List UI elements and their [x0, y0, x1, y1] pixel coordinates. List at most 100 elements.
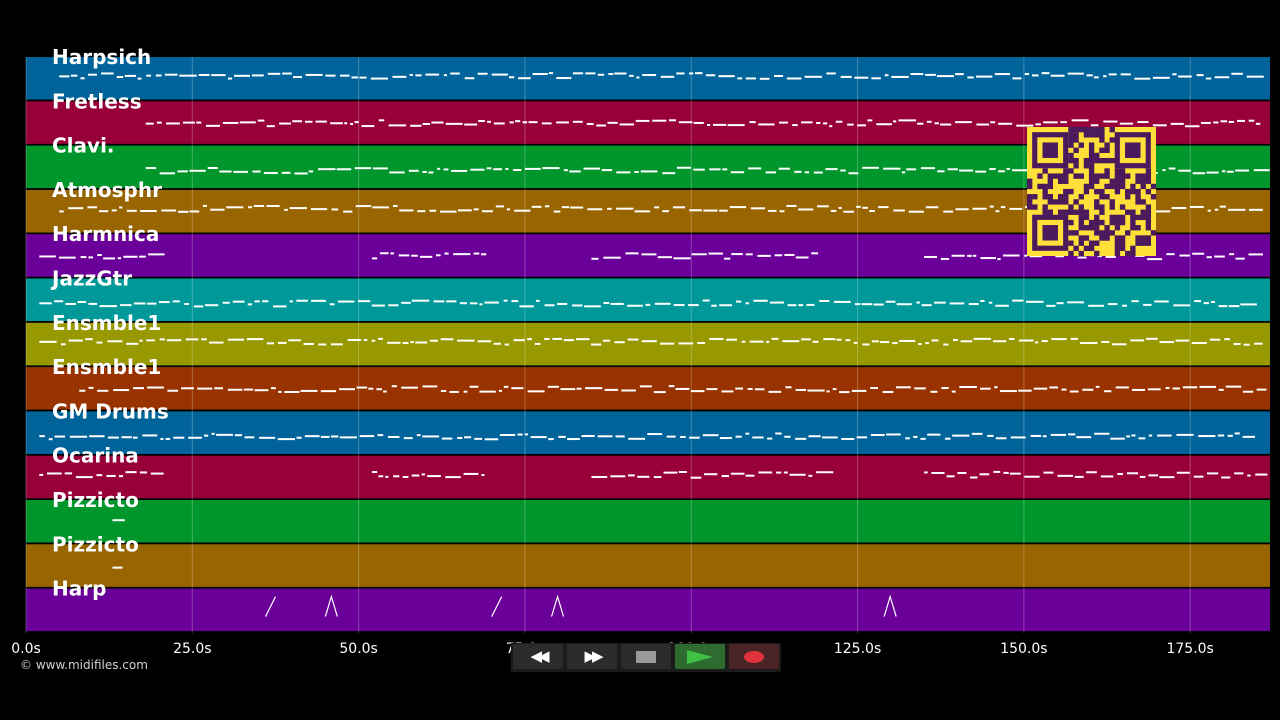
note-mark [838, 206, 842, 209]
note-mark [634, 170, 639, 173]
note-mark [994, 73, 1011, 76]
note-mark [1056, 302, 1064, 305]
note-mark [660, 342, 675, 345]
note-mark [117, 257, 122, 260]
note-mark [96, 341, 103, 344]
note-mark [139, 471, 148, 474]
note-mark [952, 434, 970, 437]
note-mark [88, 256, 93, 259]
note-mark [1146, 337, 1158, 340]
note-mark [936, 75, 954, 78]
note-mark [484, 438, 499, 441]
note-mark [133, 387, 145, 390]
note-mark [795, 388, 807, 391]
track-label: Ensmble1 [52, 311, 161, 335]
note-mark [481, 474, 485, 477]
note-mark [726, 338, 737, 341]
note-mark [654, 302, 671, 305]
note-mark [1071, 119, 1089, 122]
note-mark [1220, 120, 1228, 123]
note-mark [786, 204, 797, 207]
note-mark [697, 342, 706, 345]
note-mark [1003, 471, 1009, 474]
note-mark [433, 300, 445, 303]
note-mark [150, 472, 164, 475]
note-mark [361, 125, 375, 128]
note-mark [635, 119, 650, 122]
note-mark [1117, 472, 1124, 475]
note-mark [1139, 475, 1146, 478]
note-mark [330, 343, 343, 346]
note-mark [1105, 255, 1116, 258]
note-mark [758, 123, 775, 126]
note-mark [987, 434, 994, 437]
note-mark [1100, 475, 1114, 478]
note-mark [560, 388, 576, 391]
note-mark [627, 338, 639, 341]
note-mark [993, 470, 1001, 473]
note-mark [112, 566, 123, 569]
note-mark [315, 120, 327, 123]
note-mark [925, 342, 929, 345]
track-label: Fretless [52, 89, 142, 113]
note-mark [634, 210, 651, 213]
note-mark [39, 255, 56, 258]
note-mark [464, 436, 472, 439]
stop-icon [636, 650, 656, 663]
note-mark [967, 254, 972, 257]
note-mark [1214, 255, 1225, 258]
note-mark [556, 121, 569, 124]
note-mark [403, 437, 413, 440]
note-mark [264, 596, 277, 617]
play-button[interactable] [675, 644, 725, 669]
note-mark [862, 343, 870, 346]
note-mark [745, 253, 753, 256]
note-mark [641, 340, 657, 343]
note-mark [1214, 208, 1219, 211]
note-mark [610, 475, 626, 478]
stop-button[interactable] [621, 644, 671, 669]
note-mark [773, 74, 784, 77]
note-mark [355, 205, 372, 208]
note-mark [219, 170, 232, 173]
note-mark [292, 120, 303, 123]
note-mark [1253, 169, 1270, 172]
note-mark [1229, 253, 1235, 256]
note-mark [359, 435, 375, 438]
note-mark [541, 122, 552, 125]
note-mark [998, 170, 1005, 173]
note-mark [147, 302, 157, 305]
note-mark [704, 473, 718, 476]
note-mark [668, 119, 677, 122]
note-mark [1110, 437, 1125, 440]
note-mark [693, 121, 704, 124]
note-mark [1131, 434, 1136, 437]
note-mark [239, 121, 256, 124]
note-mark [689, 436, 700, 439]
note-mark [415, 74, 422, 77]
rewind-button[interactable]: ◀◀ [513, 644, 563, 669]
note-mark [161, 209, 177, 212]
note-mark [443, 168, 449, 171]
note-mark [730, 171, 745, 174]
note-mark [1148, 434, 1153, 437]
note-mark [419, 255, 433, 258]
note-mark [1138, 437, 1146, 440]
note-mark [336, 168, 352, 171]
note-mark [1049, 386, 1059, 389]
note-mark [266, 205, 280, 208]
fast-forward-button[interactable]: ▶▶ [567, 644, 617, 669]
note-mark [303, 342, 314, 345]
record-button[interactable] [729, 644, 779, 669]
note-mark [731, 253, 743, 256]
tick-label: 25.0s [173, 641, 211, 657]
note-mark [155, 74, 162, 77]
note-mark [905, 437, 910, 440]
note-mark [1035, 123, 1041, 126]
note-mark [145, 122, 154, 125]
note-mark [1080, 342, 1098, 345]
note-mark [614, 341, 625, 344]
note-mark [676, 72, 685, 75]
note-mark [211, 432, 215, 435]
note-mark [883, 594, 897, 617]
